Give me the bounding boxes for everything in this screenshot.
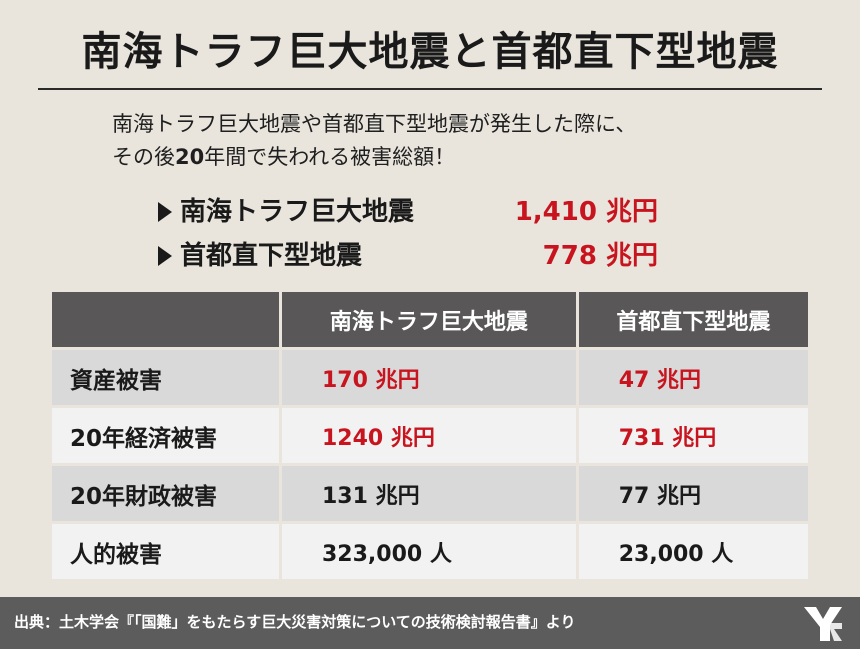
intro-text: 南海トラフ巨大地震や首都直下型地震が発生した際に、 その後20年間で失われる被害…: [112, 108, 792, 174]
cell-shuto: 731 兆円: [578, 408, 808, 463]
summary-list: 南海トラフ巨大地震 1,410 兆円 首都直下型地震 778 兆円: [158, 190, 718, 278]
cell-nankai: 1240 兆円: [282, 408, 576, 463]
row-label: 20年財政被害: [52, 466, 279, 521]
table-row: 20年財政被害 131 兆円 77 兆円: [52, 466, 808, 521]
cell-shuto: 23,000 人: [578, 524, 808, 579]
table-row: 人的被害 323,000 人 23,000 人: [52, 524, 808, 579]
summary-amount: 778 兆円: [542, 241, 658, 271]
brand-logo-icon: [804, 607, 842, 641]
source-footer: 出典：土木学会『「国難」をもたらす巨大災害対策についての技術検討報告書』より: [0, 597, 860, 649]
row-label: 20年経済被害: [52, 408, 279, 463]
row-label: 資産被害: [52, 350, 279, 405]
table-header-nankai: 南海トラフ巨大地震: [282, 292, 576, 347]
triangle-bullet-icon: [158, 202, 172, 222]
intro-line-2-post: 年間で失われる被害総額！: [204, 145, 456, 169]
summary-amount: 1,410 兆円: [514, 197, 658, 227]
cell-shuto: 47 兆円: [578, 350, 808, 405]
row-label: 人的被害: [52, 524, 279, 579]
intro-line-2: その後20年間で失われる被害総額！: [112, 141, 792, 174]
page-title: 南海トラフ巨大地震と首都直下型地震: [81, 29, 779, 75]
summary-item-shuto: 首都直下型地震 778 兆円: [158, 234, 718, 278]
table-header-row: 南海トラフ巨大地震 首都直下型地震: [52, 292, 808, 347]
summary-label: 首都直下型地震: [180, 241, 363, 271]
triangle-bullet-icon: [158, 246, 172, 266]
table-row: 20年経済被害 1240 兆円 731 兆円: [52, 408, 808, 463]
cell-nankai: 323,000 人: [282, 524, 576, 579]
intro-line-1: 南海トラフ巨大地震や首都直下型地震が発生した際に、: [112, 112, 637, 136]
intro-years: 20: [175, 145, 205, 169]
cell-nankai: 170 兆円: [282, 350, 576, 405]
cell-nankai: 131 兆円: [282, 466, 576, 521]
summary-label: 南海トラフ巨大地震: [180, 197, 415, 227]
table-header-corner: [52, 292, 279, 347]
cell-shuto: 77 兆円: [578, 466, 808, 521]
intro-line-2-pre: その後: [112, 145, 175, 169]
title-divider: [38, 88, 822, 90]
source-citation: 出典：土木学会『「国難」をもたらす巨大災害対策についての技術検討報告書』より: [14, 613, 576, 631]
summary-item-nankai: 南海トラフ巨大地震 1,410 兆円: [158, 190, 718, 234]
table-header-shuto: 首都直下型地震: [578, 292, 808, 347]
damage-table: 南海トラフ巨大地震 首都直下型地震 資産被害 170 兆円 47 兆円 20年経…: [49, 289, 811, 582]
table-row: 資産被害 170 兆円 47 兆円: [52, 350, 808, 405]
